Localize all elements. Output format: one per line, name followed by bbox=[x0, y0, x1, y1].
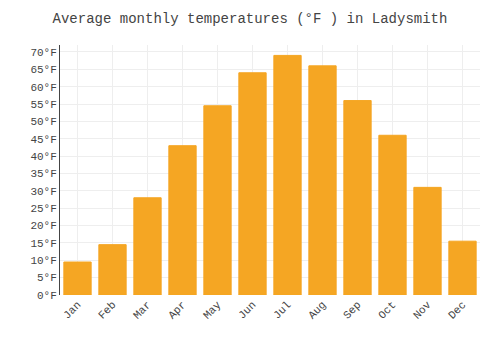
svg-text:Sep: Sep bbox=[341, 299, 363, 321]
svg-text:60°F: 60°F bbox=[30, 82, 56, 94]
svg-text:10°F: 10°F bbox=[30, 255, 56, 267]
svg-text:Jun: Jun bbox=[236, 299, 258, 321]
svg-text:Average monthly temperatures (: Average monthly temperatures (°F ) in La… bbox=[53, 11, 448, 27]
svg-text:40°F: 40°F bbox=[30, 151, 56, 163]
svg-text:Jan: Jan bbox=[61, 299, 83, 321]
svg-text:Oct: Oct bbox=[376, 299, 398, 321]
svg-text:55°F: 55°F bbox=[30, 99, 56, 111]
svg-text:5°F: 5°F bbox=[37, 272, 57, 284]
svg-text:45°F: 45°F bbox=[30, 134, 56, 146]
svg-text:0°F: 0°F bbox=[37, 290, 57, 302]
svg-text:20°F: 20°F bbox=[30, 220, 56, 232]
svg-text:70°F: 70°F bbox=[30, 47, 56, 59]
svg-text:Dec: Dec bbox=[446, 299, 468, 321]
svg-text:30°F: 30°F bbox=[30, 186, 56, 198]
svg-text:15°F: 15°F bbox=[30, 238, 56, 250]
svg-text:65°F: 65°F bbox=[30, 64, 56, 76]
svg-text:Nov: Nov bbox=[411, 299, 434, 322]
svg-text:Apr: Apr bbox=[166, 299, 188, 321]
svg-text:35°F: 35°F bbox=[30, 168, 56, 180]
svg-text:May: May bbox=[201, 299, 224, 322]
svg-text:Jul: Jul bbox=[271, 299, 293, 321]
svg-text:25°F: 25°F bbox=[30, 203, 56, 215]
svg-text:Mar: Mar bbox=[131, 299, 153, 321]
svg-text:50°F: 50°F bbox=[30, 116, 56, 128]
svg-text:Aug: Aug bbox=[306, 299, 328, 321]
svg-text:Feb: Feb bbox=[96, 299, 118, 321]
